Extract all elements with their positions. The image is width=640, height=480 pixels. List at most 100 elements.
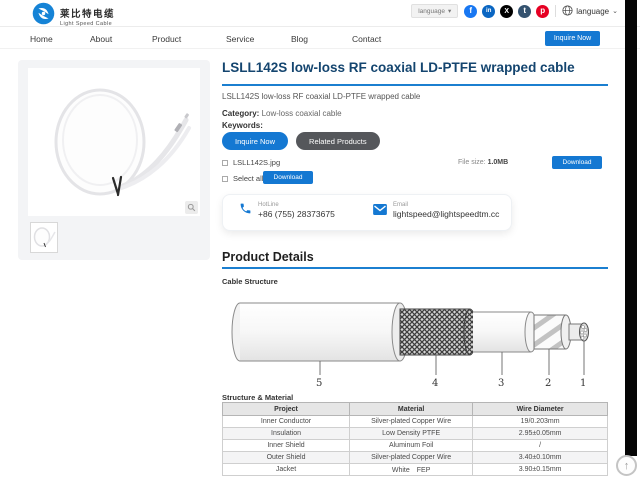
diagram-label-4: 4 [432,378,439,389]
product-keywords: Keywords: [222,121,608,130]
language-label: language [576,6,610,16]
cell-material: Aluminum Foil [349,439,474,452]
cell-project: Inner Shield [221,439,351,452]
structure-material-label: Structure & Material [222,393,294,402]
cell-project: Insulation [221,427,351,440]
table-header-row: Project Material Wire Diameter [221,402,608,416]
logo-icon [32,2,55,30]
category-value: Low-loss coaxial cable [259,109,342,118]
action-buttons: Inquire Now Related Products [222,132,608,150]
diagram-label-5: 5 [316,378,323,389]
download-selected-button[interactable]: Download [263,171,313,184]
file-name: LSLL142S.jpg [233,158,281,167]
cell-material: Low Density PTFE [349,427,474,440]
hotline-number[interactable]: +86 (755) 28373675 [258,209,335,219]
header-divider [555,5,557,17]
main-nav: Home About Product Service Blog Contact … [0,26,640,49]
logo[interactable]: 莱比特电缆 Light Speed Cable [32,2,115,30]
nav-item-product[interactable]: Product [152,34,182,44]
structure-material-table: Project Material Wire Diameter Inner Con… [221,402,608,476]
product-category: Category: Low-loss coaxial cable [222,109,608,118]
site-header: 莱比特电缆 Light Speed Cable language ▾ f in … [0,0,640,27]
email-block: Email lightspeed@lightspeedtm.cc [373,202,499,220]
cell-project: Inner Conductor [221,415,351,428]
header-right: language ▾ f in X t p language [411,4,618,18]
page-title: LSLL142S low-loss RF coaxial LD-PTFE wra… [222,60,575,75]
cable-photo [54,88,191,197]
diagram-label-2: 2 [545,378,552,389]
magnifier-icon[interactable] [185,201,198,214]
cell-project: Outer Shield [221,451,351,464]
inquire-now-button[interactable]: Inquire Now [222,132,289,150]
hotline-block: HotLine +86 (755) 28373675 [239,202,335,220]
table-row: Inner Shield Aluminum Foil / [221,439,608,452]
cell-diameter: 19/0.203mm [472,415,608,428]
select-all-label: Select all [233,174,264,183]
scroll-to-top-button[interactable]: ↑ [616,455,637,476]
arrow-up-icon: ↑ [623,459,630,472]
cell-diameter: 3.90±0.15mm [472,463,608,476]
nav-item-service[interactable]: Service [226,34,255,44]
right-edge-strip [625,0,637,456]
language-mini-dropdown[interactable]: language ▾ [411,4,459,18]
cell-material: White FEP [349,463,474,476]
cell-material: Silver-plated Copper Wire [349,415,474,428]
contact-card: HotLine +86 (755) 28373675 Email lightsp… [222,194,512,231]
table-row: Insulation Low Density PTFE 2.95±0.05mm [221,427,608,440]
keywords-label: Keywords: [222,121,263,130]
nav-item-home[interactable]: Home [30,34,53,44]
chevron-down-icon: ⌄ [612,8,618,15]
file-size: File size: 1.0MB [458,159,508,166]
nav-item-contact[interactable]: Contact [352,34,382,44]
product-main-image[interactable] [28,68,200,216]
nav-item-about[interactable]: About [90,34,113,44]
download-file-button[interactable]: Download [552,156,602,169]
email-icon [373,202,387,220]
select-all-checkbox[interactable] [222,175,228,182]
globe-icon [562,4,573,18]
email-address[interactable]: lightspeed@lightspeedtm.cc [393,209,500,219]
related-products-button[interactable]: Related Products [296,132,380,150]
cell-project: Jacket [221,463,351,476]
cable-structure-label: Cable Structure [222,277,278,286]
diagram-label-3: 3 [498,378,505,389]
file-row: LSLL142S.jpg [222,158,608,167]
product-subtitle: LSLL142S low-loss RF coaxial LD-PTFE wra… [222,92,421,101]
file-size-label: File size: [458,159,488,166]
category-label: Category: [222,109,260,118]
product-gallery [18,60,210,260]
product-thumbnail[interactable] [30,222,58,253]
language-dropdown[interactable]: language ⌄ [562,4,618,18]
email-label: Email [393,202,409,208]
nav-inquire-now-button[interactable]: Inquire Now [545,31,600,46]
x-twitter-icon[interactable]: X [500,4,514,18]
diagram-label-1: 1 [580,378,587,389]
logo-name-cn: 莱比特电缆 [60,8,116,20]
language-mini-label: language [418,7,445,15]
table-row: Outer Shield Silver-plated Copper Wire 3… [221,451,608,464]
file-size-value: 1.0MB [487,159,509,166]
cell-diameter: 2.95±0.05mm [472,427,608,440]
chevron-down-icon: ▾ [447,8,452,15]
product-details-rule [222,267,608,269]
linkedin-icon[interactable]: in [482,4,496,18]
cable-structure-diagram [231,302,589,375]
cell-material: Silver-plated Copper Wire [349,451,474,464]
logo-name-en: Light Speed Cable [60,20,113,27]
title-rule [222,84,608,86]
cell-diameter: / [472,439,608,452]
cell-diameter: 3.40±0.10mm [472,451,608,464]
table-row: Inner Conductor Silver-plated Copper Wir… [221,415,608,428]
product-details-heading: Product Details [222,250,314,264]
facebook-icon[interactable]: f [464,4,478,18]
col-header-material: Material [349,402,474,416]
hotline-label: HotLine [258,202,279,208]
tumblr-icon[interactable]: t [518,4,532,18]
table-row: Jacket White FEP 3.90±0.15mm [221,463,608,476]
select-all-row: Select all [222,174,608,183]
file-checkbox[interactable] [222,159,228,166]
pinterest-icon[interactable]: p [536,4,550,18]
phone-icon [239,202,252,220]
nav-item-blog[interactable]: Blog [291,34,309,44]
